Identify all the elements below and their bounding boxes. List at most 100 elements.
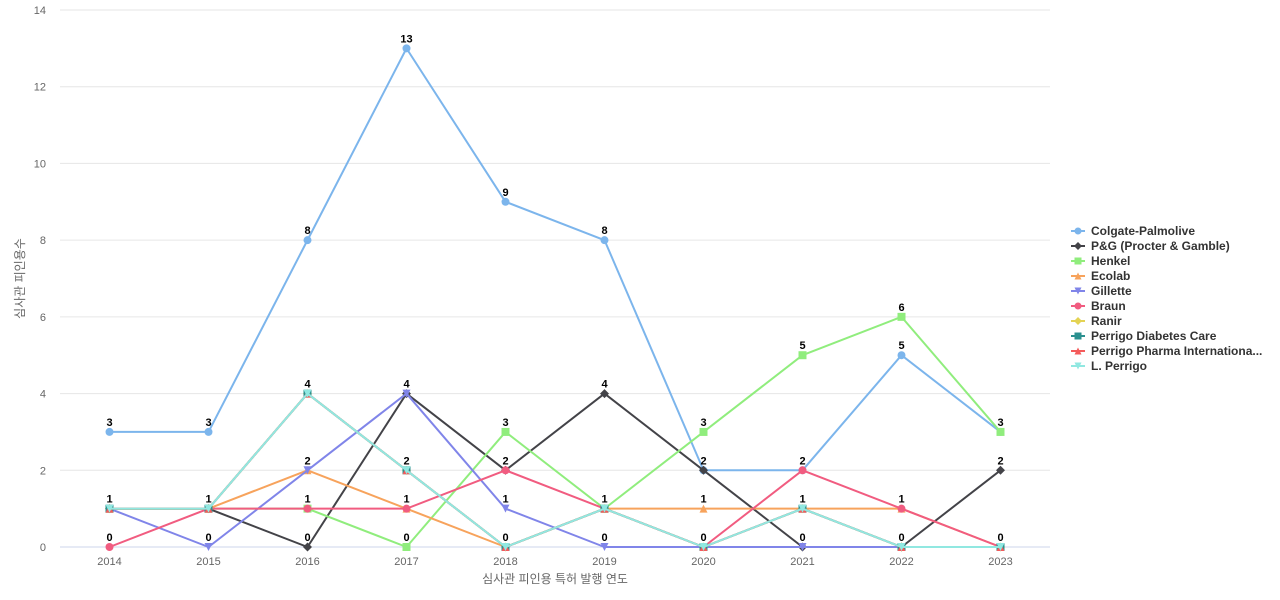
data-label: 2 — [799, 455, 805, 467]
data-point — [402, 44, 411, 53]
legend-item[interactable]: Ranir — [1071, 314, 1122, 328]
data-point — [402, 543, 411, 551]
data-point — [204, 504, 213, 513]
data-point — [996, 427, 1005, 436]
legend-label: Ranir — [1091, 314, 1122, 328]
series-layer — [105, 44, 1005, 552]
data-point — [699, 504, 708, 513]
y-tick-label: 8 — [40, 235, 46, 247]
y-tick-label: 6 — [40, 312, 46, 324]
x-tick-label: 2020 — [691, 556, 715, 568]
data-label: 4 — [403, 379, 410, 391]
data-label: 0 — [304, 532, 310, 544]
data-point — [798, 504, 807, 513]
data-point — [501, 197, 510, 206]
data-label: 2 — [997, 455, 1003, 467]
legend-item[interactable]: Braun — [1071, 299, 1126, 313]
legend-marker — [1074, 227, 1082, 235]
x-tick-label: 2021 — [790, 556, 814, 568]
data-label: 0 — [898, 532, 904, 544]
y-tick-label: 14 — [34, 5, 46, 17]
data-point — [402, 466, 411, 475]
legend-label: Colgate-Palmolive — [1091, 224, 1195, 238]
legend-marker — [1074, 287, 1082, 295]
series-line — [109, 469, 1001, 548]
series-0 — [105, 44, 1005, 475]
data-label: 2 — [304, 455, 310, 467]
data-point — [105, 504, 114, 513]
data-point — [402, 504, 411, 513]
legend-label: Henkel — [1091, 254, 1130, 268]
data-label: 0 — [502, 532, 508, 544]
data-point — [798, 351, 807, 360]
data-point — [699, 543, 708, 551]
y-tick-label: 12 — [34, 82, 46, 94]
data-label: 3 — [502, 417, 508, 429]
data-label: 8 — [304, 225, 310, 237]
data-point — [699, 465, 708, 475]
x-tick-label: 2015 — [196, 556, 220, 568]
data-label: 0 — [601, 532, 607, 544]
data-point — [996, 465, 1005, 475]
data-label: 4 — [601, 379, 608, 391]
x-tick-label: 2019 — [592, 556, 616, 568]
data-point — [600, 236, 609, 245]
x-axis-title: 심사관 피인용 특허 발행 연도 — [482, 571, 628, 586]
data-label: 2 — [502, 455, 508, 467]
data-point — [600, 504, 609, 513]
legend-item[interactable]: Perrigo Diabetes Care — [1071, 329, 1217, 343]
y-axis-ticks: 0 2 4 6 8 10 12 14 — [34, 5, 46, 554]
data-label: 1 — [799, 494, 805, 506]
data-point — [303, 236, 312, 245]
data-point — [798, 466, 807, 475]
y-tick-label: 0 — [40, 542, 46, 554]
data-label: 0 — [205, 532, 211, 544]
data-point — [303, 389, 312, 398]
data-label: 13 — [400, 33, 412, 45]
data-point — [303, 542, 312, 552]
legend-label: Perrigo Pharma Internationa... — [1091, 344, 1262, 358]
legend-marker — [1074, 272, 1082, 280]
x-tick-label: 2018 — [493, 556, 517, 568]
legend-marker — [1074, 317, 1082, 325]
data-label: 3 — [106, 417, 112, 429]
legend-item[interactable]: P&G (Procter & Gamble) — [1071, 239, 1230, 253]
data-point — [105, 543, 114, 551]
data-label: 0 — [799, 532, 805, 544]
data-point — [303, 466, 312, 475]
legend-item[interactable]: Gillette — [1071, 284, 1132, 298]
legend-item[interactable]: L. Perrigo — [1071, 359, 1147, 373]
legend-label: Perrigo Diabetes Care — [1091, 329, 1217, 343]
y-tick-label: 2 — [40, 465, 46, 477]
data-label: 9 — [502, 187, 508, 199]
data-label: 4 — [304, 379, 311, 391]
legend-item[interactable]: Henkel — [1071, 254, 1130, 268]
data-point — [798, 543, 807, 551]
y-tick-label: 10 — [34, 158, 46, 170]
data-label: 1 — [898, 494, 904, 506]
series-line — [109, 47, 1002, 472]
data-label: 0 — [997, 532, 1003, 544]
data-point — [600, 543, 609, 551]
data-point — [204, 427, 213, 436]
data-label: 6 — [898, 302, 904, 314]
gridlines — [60, 9, 1050, 471]
data-label: 3 — [700, 417, 706, 429]
y-axis-title: 심사관 피인용수 — [13, 238, 27, 319]
data-point — [897, 312, 906, 321]
legend-item[interactable]: Perrigo Pharma Internationa... — [1071, 344, 1262, 358]
legend-marker — [1074, 242, 1082, 250]
legend-marker — [1074, 362, 1082, 370]
x-tick-label: 2016 — [295, 556, 319, 568]
data-point — [501, 504, 510, 513]
data-label: 3 — [205, 417, 211, 429]
legend-item[interactable]: Ecolab — [1071, 269, 1130, 283]
data-label: 0 — [403, 532, 409, 544]
data-point — [501, 427, 510, 436]
data-label: 1 — [403, 494, 409, 506]
data-point — [402, 389, 411, 398]
legend-item[interactable]: Colgate-Palmolive — [1071, 224, 1195, 238]
data-label: 2 — [403, 455, 409, 467]
